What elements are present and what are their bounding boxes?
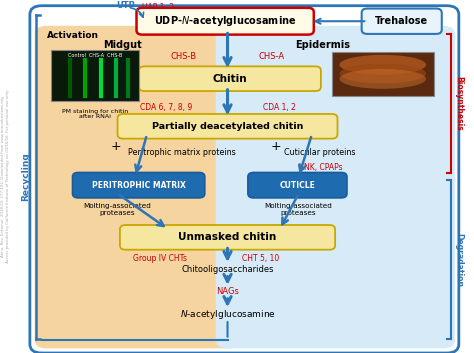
FancyBboxPatch shape bbox=[35, 26, 241, 348]
Bar bbox=[332, 52, 434, 96]
Text: UTP: UTP bbox=[116, 1, 135, 10]
FancyBboxPatch shape bbox=[73, 173, 205, 198]
Text: Chitin: Chitin bbox=[212, 74, 247, 84]
Text: KNK, CPAPs: KNK, CPAPs bbox=[299, 163, 342, 172]
Text: Recycling: Recycling bbox=[22, 152, 30, 201]
Text: Midgut: Midgut bbox=[103, 40, 142, 50]
FancyBboxPatch shape bbox=[120, 225, 335, 250]
Ellipse shape bbox=[339, 55, 426, 75]
Text: Annu. Rev. Entomol. 2018.63: 177-196. Downloaded from www.annualreviews.org
 Acc: Annu. Rev. Entomol. 2018.63: 177-196. Do… bbox=[1, 89, 10, 264]
Text: UDP-$\it{N}$-acetylglucosamine: UDP-$\it{N}$-acetylglucosamine bbox=[154, 14, 296, 28]
FancyBboxPatch shape bbox=[248, 173, 347, 198]
Text: Group IV CHTs: Group IV CHTs bbox=[133, 254, 187, 263]
Text: Biosynthesis: Biosynthesis bbox=[455, 76, 463, 131]
Text: PERITROPHIC MATRIX: PERITROPHIC MATRIX bbox=[91, 181, 186, 190]
Text: PM staining for chitin
after RNAi: PM staining for chitin after RNAi bbox=[62, 109, 128, 119]
Text: Unmasked chitin: Unmasked chitin bbox=[178, 232, 277, 243]
Text: CUTICLE: CUTICLE bbox=[280, 181, 315, 190]
FancyBboxPatch shape bbox=[137, 8, 314, 35]
Text: UAP 1, 2: UAP 1, 2 bbox=[142, 3, 174, 12]
Text: CHS-B: CHS-B bbox=[171, 52, 197, 61]
Text: CHS-A: CHS-A bbox=[258, 52, 284, 61]
Text: Chitooligosaccharides: Chitooligosaccharides bbox=[181, 265, 274, 274]
Text: +: + bbox=[271, 140, 281, 153]
Ellipse shape bbox=[339, 69, 426, 89]
FancyBboxPatch shape bbox=[216, 26, 455, 348]
Text: Partially deacetylated chitin: Partially deacetylated chitin bbox=[152, 122, 303, 131]
Text: Molting-associated
proteases: Molting-associated proteases bbox=[83, 203, 152, 216]
Text: Degradation: Degradation bbox=[455, 233, 463, 287]
Text: CDA 1, 2: CDA 1, 2 bbox=[263, 103, 296, 113]
Text: CHT 5, 10: CHT 5, 10 bbox=[242, 254, 279, 263]
Text: Activation: Activation bbox=[47, 31, 100, 40]
Text: CDA 6, 7, 8, 9: CDA 6, 7, 8, 9 bbox=[140, 103, 192, 113]
Text: +: + bbox=[111, 140, 121, 153]
FancyBboxPatch shape bbox=[362, 8, 442, 34]
Text: Epidermis: Epidermis bbox=[295, 40, 350, 50]
FancyBboxPatch shape bbox=[139, 66, 321, 91]
Text: Trehalose: Trehalose bbox=[375, 16, 428, 26]
Ellipse shape bbox=[339, 64, 426, 84]
Text: Control  CHS-A  CHS-B: Control CHS-A CHS-B bbox=[68, 53, 122, 58]
Text: $\it{N}$-acetylglucosamine: $\it{N}$-acetylglucosamine bbox=[180, 309, 275, 322]
Text: Cuticular proteins: Cuticular proteins bbox=[284, 148, 356, 157]
Bar bbox=[51, 50, 139, 101]
FancyBboxPatch shape bbox=[118, 114, 337, 139]
Text: NAGs: NAGs bbox=[216, 287, 239, 296]
Text: Molting-associated
proteases: Molting-associated proteases bbox=[264, 203, 333, 216]
Text: Peritrophic matrix proteins: Peritrophic matrix proteins bbox=[128, 148, 236, 157]
